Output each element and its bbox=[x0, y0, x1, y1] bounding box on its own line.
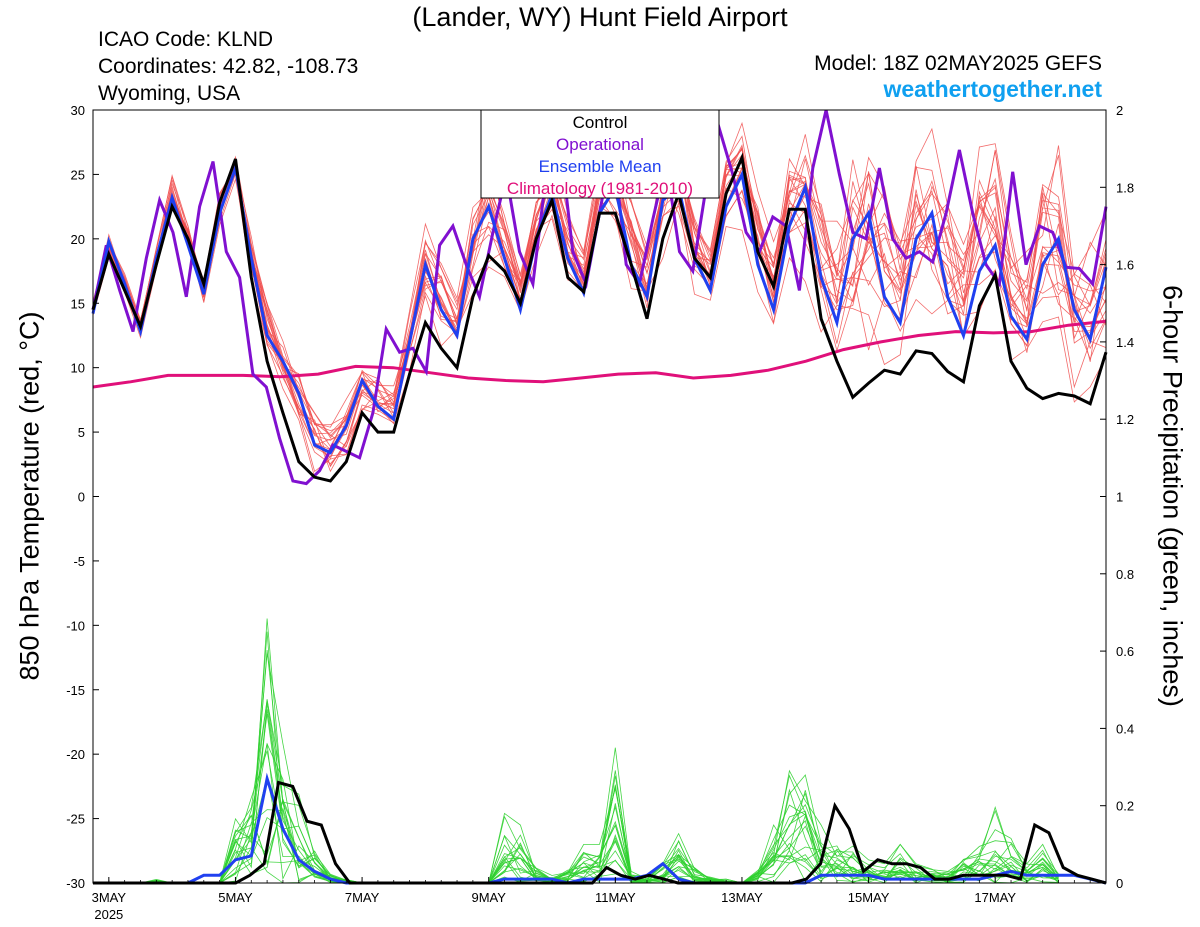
precipitation-member-line bbox=[93, 631, 1059, 884]
y-tick-label-right: 2 bbox=[1116, 103, 1123, 118]
precipitation-member-line bbox=[93, 713, 1059, 884]
y-tick-label-left: 0 bbox=[78, 490, 85, 505]
control-temperature-line bbox=[91, 152, 1108, 483]
site-link[interactable]: weathertogether.net bbox=[883, 76, 1102, 102]
x-tick-label: 3MAY bbox=[92, 890, 127, 905]
region: Wyoming, USA bbox=[98, 82, 241, 105]
x-tick-label: 5MAY bbox=[218, 890, 253, 905]
x-tick-label: 7MAY bbox=[345, 890, 380, 905]
y-tick-label-right: 0 bbox=[1116, 876, 1123, 891]
y-tick-label-left: -5 bbox=[73, 554, 85, 569]
precipitation-member-line bbox=[93, 700, 1059, 884]
legend: Control Operational Ensemble Mean Climatolo… bbox=[480, 109, 720, 199]
precipitation-control-line bbox=[93, 780, 1107, 885]
legend-entry: Climatology (1981-2010) bbox=[507, 179, 693, 198]
chart-title: (Lander, WY) Hunt Field Airport bbox=[412, 2, 788, 32]
y-tick-label-left: -25 bbox=[66, 812, 85, 827]
coordinates: Coordinates: 42.82, -108.73 bbox=[98, 55, 359, 78]
x-tick-label: 11MAY bbox=[595, 890, 636, 905]
x-tick-label: 13MAY bbox=[721, 890, 763, 905]
y-tick-label-left: 10 bbox=[71, 361, 85, 376]
y-tick-label-left: 15 bbox=[71, 296, 85, 311]
legend-entry: Operational bbox=[556, 135, 644, 154]
y-tick-label-right: 0.8 bbox=[1116, 567, 1134, 582]
y-tick-label-left: 25 bbox=[71, 167, 85, 182]
legend-entry: Control bbox=[573, 113, 628, 132]
y-tick-label-right: 1.6 bbox=[1116, 258, 1134, 273]
icao-code: ICAO Code: KLND bbox=[98, 28, 274, 51]
precipitation-member-line bbox=[93, 653, 1059, 884]
y-tick-label-right: 1.4 bbox=[1116, 335, 1134, 350]
temperature-member-line bbox=[92, 160, 1107, 441]
y-tick-label-right: 0.6 bbox=[1116, 644, 1134, 659]
y-tick-label-right: 0.4 bbox=[1116, 721, 1134, 736]
legend-box bbox=[480, 109, 720, 199]
y-tick-label-right: 1 bbox=[1116, 490, 1123, 505]
y-tick-label-right: 1.8 bbox=[1116, 180, 1134, 195]
precipitation-member-line bbox=[93, 742, 1059, 884]
legend-entry: Ensemble Mean bbox=[539, 157, 662, 176]
model-run: Model: 18Z 02MAY2025 GEFS bbox=[814, 52, 1102, 75]
climatology-line bbox=[92, 319, 1107, 389]
y-tick-label-left: -30 bbox=[66, 876, 85, 891]
x-tick-sublabel: 2025 bbox=[94, 907, 123, 922]
axes: 302520151050-5-10-15-20-25-3021.81.61.41… bbox=[66, 103, 1134, 922]
x-tick-label: 15MAY bbox=[848, 890, 890, 905]
y-tick-label-left: 20 bbox=[71, 232, 85, 247]
precipitation-member-spread bbox=[93, 618, 1059, 884]
y-tick-label-left: -20 bbox=[66, 747, 85, 762]
y-tick-label-left: 5 bbox=[78, 425, 85, 440]
x-tick-label: 9MAY bbox=[471, 890, 506, 905]
y-tick-label-left: -15 bbox=[66, 683, 85, 698]
precipitation-member-line bbox=[93, 649, 1059, 884]
precipitation-member-line bbox=[93, 809, 1059, 884]
x-tick-label: 17MAY bbox=[974, 890, 1016, 905]
precipitation-member-line bbox=[93, 798, 1059, 884]
y-tick-label-left: 30 bbox=[71, 103, 85, 118]
y-tick-label-right: 1.2 bbox=[1116, 412, 1134, 427]
series-lines bbox=[91, 109, 1108, 885]
y-tick-label-left: -10 bbox=[66, 618, 85, 633]
y-tick-label-right: 0.2 bbox=[1116, 799, 1134, 814]
